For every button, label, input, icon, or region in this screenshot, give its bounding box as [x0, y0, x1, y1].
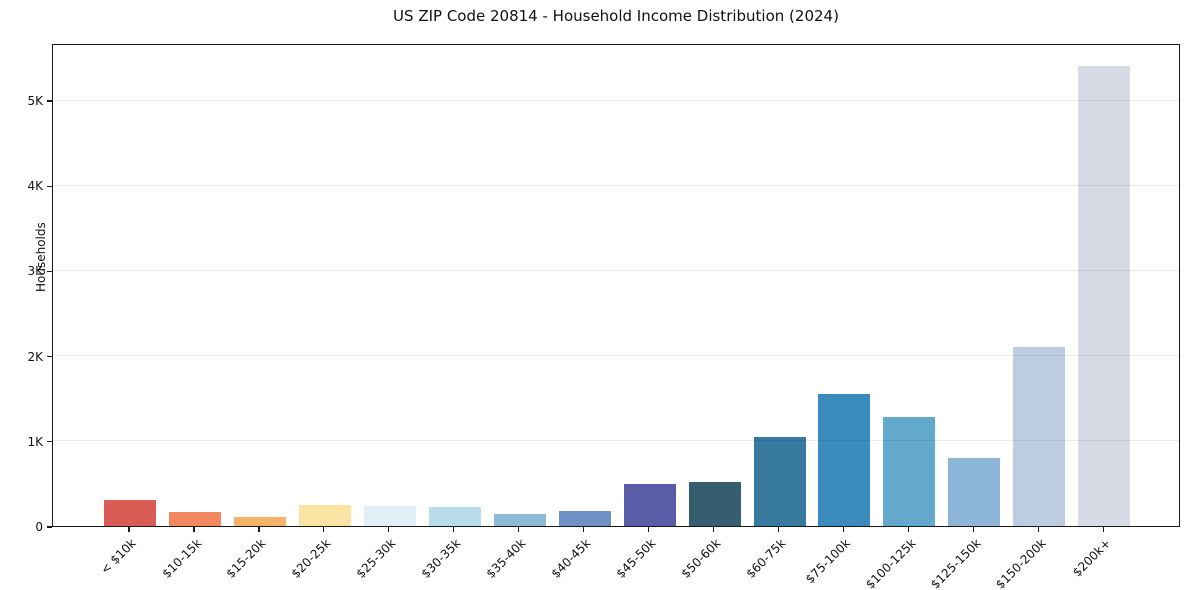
x-tick-label: $40-45k: [548, 536, 594, 581]
x-tick-mark: [1102, 527, 1104, 532]
bar: [168, 512, 221, 526]
y-tick-mark: [47, 355, 52, 358]
y-tick-label: 1K: [27, 434, 43, 449]
y-tick-mark: [47, 100, 52, 102]
x-tick-label: $20-25k: [288, 536, 334, 581]
y-tick-label: 5K: [27, 94, 43, 109]
y-tick-mark: [47, 270, 52, 273]
bar: [428, 507, 481, 526]
bar: [688, 481, 741, 526]
y-tick-mark: [47, 526, 52, 528]
bar: [233, 517, 286, 526]
x-tick-mark: [518, 527, 520, 532]
x-tick-mark: [193, 527, 195, 532]
x-tick-label: $15-20k: [223, 536, 269, 581]
y-tick-mark: [47, 185, 52, 187]
bar: [818, 393, 871, 526]
plot-area: [52, 44, 1180, 527]
x-tick-mark: [1037, 527, 1039, 532]
x-tick-label: $35-40k: [483, 536, 529, 581]
x-tick-label: $75-100k: [803, 536, 854, 587]
gridline: [53, 440, 1179, 442]
x-tick-label: $100-125k: [862, 536, 919, 590]
x-tick-mark: [712, 527, 715, 532]
chart-title: US ZIP Code 20814 - Household Income Dis…: [393, 7, 839, 25]
gridline: [53, 184, 1179, 186]
x-tick-label: $150-200k: [992, 536, 1049, 590]
y-tick-label: 3K: [27, 264, 43, 279]
x-tick-label: < $10k: [98, 536, 139, 577]
x-tick-mark: [972, 527, 974, 532]
y-tick-label: 2K: [27, 349, 43, 364]
bar: [948, 457, 1001, 526]
x-tick-mark: [583, 527, 585, 532]
gridline: [53, 355, 1179, 357]
x-tick-label: $50-60k: [678, 536, 724, 581]
x-tick-label: $25-30k: [353, 536, 399, 581]
x-tick-label: $45-50k: [613, 536, 659, 581]
x-tick-mark: [388, 527, 390, 532]
x-tick-label: $30-35k: [418, 536, 464, 581]
y-axis-label: Households: [33, 222, 48, 292]
x-tick-label: $60-75k: [743, 536, 789, 581]
x-tick-mark: [907, 527, 910, 532]
bar: [363, 505, 416, 526]
x-tick-mark: [777, 527, 780, 532]
gridline: [53, 99, 1179, 101]
bar: [883, 416, 936, 526]
y-tick-label: 4K: [27, 179, 43, 194]
bar: [753, 436, 806, 526]
x-tick-mark: [647, 527, 650, 532]
bar: [298, 504, 351, 526]
x-tick-mark: [128, 527, 130, 532]
bar: [493, 514, 546, 526]
bar: [558, 510, 611, 526]
bar: [1013, 347, 1066, 526]
bar: [1078, 66, 1131, 526]
x-tick-mark: [453, 527, 455, 532]
x-tick-mark: [323, 527, 325, 532]
x-tick-label: $125-150k: [927, 536, 984, 590]
y-tick-mark: [47, 441, 52, 443]
x-tick-mark: [258, 527, 260, 532]
gridline: [53, 269, 1179, 271]
x-tick-label: $200k+: [1069, 536, 1114, 580]
x-tick-label: $10-15k: [158, 536, 204, 581]
y-tick-label: 0: [35, 520, 43, 534]
bar: [104, 499, 156, 526]
x-tick-mark: [842, 527, 845, 532]
bar: [623, 484, 676, 526]
